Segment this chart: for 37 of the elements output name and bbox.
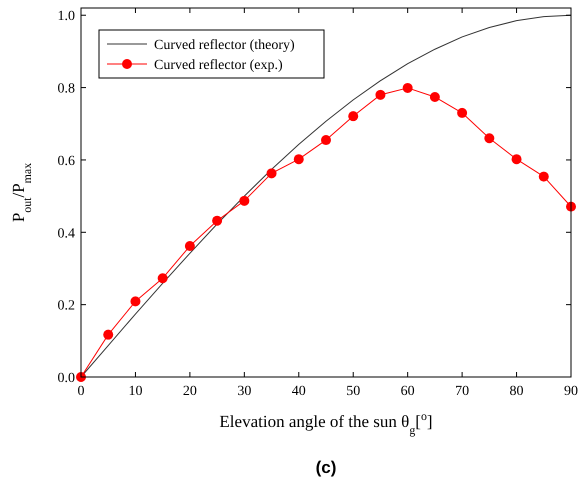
point bbox=[430, 92, 440, 102]
x-tick-label: 40 bbox=[292, 384, 306, 399]
y-tick-label: 0.8 bbox=[58, 82, 75, 97]
y-tick-label: 1.0 bbox=[58, 9, 75, 24]
legend-label: Curved reflector (theory) bbox=[154, 38, 296, 53]
x-tick-label: 10 bbox=[128, 384, 142, 399]
y-tick-label: 0.0 bbox=[58, 371, 75, 386]
x-tick-label: 30 bbox=[237, 384, 252, 399]
point bbox=[321, 135, 331, 146]
point bbox=[348, 111, 358, 122]
point bbox=[512, 154, 522, 164]
point bbox=[184, 241, 195, 252]
point bbox=[538, 172, 549, 182]
x-tick-label: 50 bbox=[346, 384, 360, 399]
legend-label: Curved reflector (exp.) bbox=[154, 58, 283, 73]
point bbox=[457, 108, 468, 118]
point bbox=[103, 330, 114, 340]
point bbox=[266, 168, 277, 178]
x-tick-label: 90 bbox=[564, 384, 578, 399]
x-tick-label: 20 bbox=[182, 384, 197, 399]
point bbox=[402, 82, 413, 93]
point bbox=[375, 90, 386, 100]
point bbox=[294, 154, 304, 164]
y-tick-label: 0.4 bbox=[58, 226, 75, 242]
point bbox=[239, 196, 250, 206]
y-tick-label: 0.6 bbox=[58, 154, 75, 169]
x-axis-title: Elevation angle of the sun θ$_{g}$[$^{o}$] bbox=[219, 409, 433, 437]
x-tick-label: 60 bbox=[400, 384, 415, 399]
text: (c) bbox=[316, 458, 336, 477]
point bbox=[212, 216, 222, 226]
x-tick-label: 70 bbox=[455, 384, 470, 399]
x-tick-label: 80 bbox=[510, 384, 524, 399]
point bbox=[484, 133, 494, 144]
point bbox=[130, 296, 140, 306]
x-tick-label: 0 bbox=[78, 384, 84, 399]
point bbox=[158, 273, 168, 284]
y-tick-label: 0.2 bbox=[58, 298, 75, 314]
